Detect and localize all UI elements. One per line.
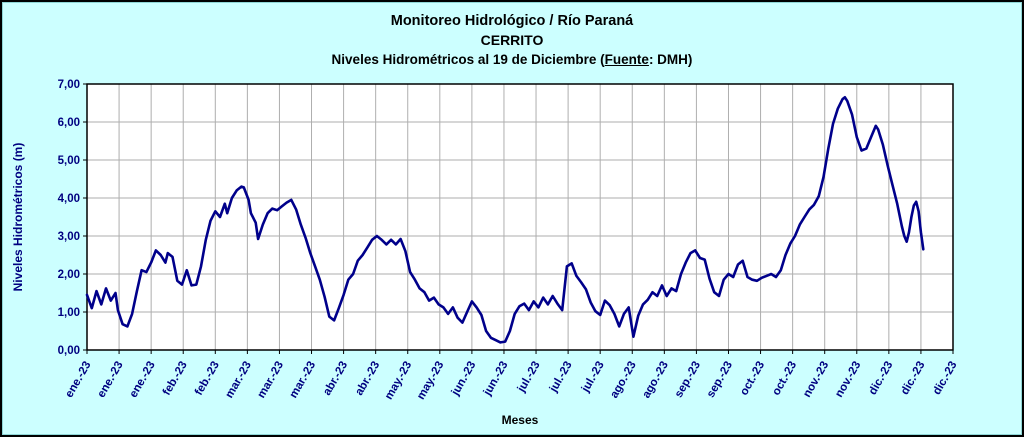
svg-text:jul.-23: jul.-23 [547,360,575,396]
svg-text:3,00: 3,00 [58,231,80,243]
svg-text:ago.-23: ago.-23 [640,360,671,401]
plot-border [86,83,954,351]
svg-text:jul.-23: jul.-23 [579,360,607,396]
svg-text:ene.-23: ene.-23 [63,360,93,400]
x-axis-title: Meses [502,413,539,427]
chart-title: Monitoreo Hidrológico / Río Paraná [390,13,634,29]
plot-background [87,84,953,350]
svg-text:abr.-23: abr.-23 [353,360,382,398]
chart-subtitle-levels: Niveles Hidrométricos al 19 de Diciembre… [2,50,1022,69]
subtitle-fuente-underlined: Fuente [604,52,649,67]
svg-text:oct.-23: oct.-23 [738,360,767,398]
line-chart-area: 0,00 1,00 2,00 3,00 4,00 5,00 6,00 7,00 ene.-23 e… [7,74,1019,434]
svg-text:ene.-23: ene.-23 [95,360,125,400]
svg-text:sep.-23: sep.-23 [673,360,703,400]
svg-text:jul.-23: jul.-23 [515,360,543,396]
svg-text:feb.-23: feb.-23 [193,360,222,398]
svg-text:ago.-23: ago.-23 [608,360,639,401]
svg-text:mar.-23: mar.-23 [256,360,287,401]
y-axis-title: Niveles Hidrométricos (m) [11,143,25,292]
svg-text:dic.-23: dic.-23 [899,360,928,398]
svg-text:jun.-23: jun.-23 [481,360,510,399]
svg-text:0,00: 0,00 [58,345,80,357]
svg-text:1,00: 1,00 [58,307,80,319]
x-axis-labels: ene.-23 ene.-23 ene.-23 feb.-23 feb.-23 mar.-… [63,360,959,402]
svg-text:7,00: 7,00 [58,79,80,91]
svg-text:6,00: 6,00 [58,117,80,129]
svg-text:abr.-23: abr.-23 [321,360,350,398]
svg-text:ene.-23: ene.-23 [128,360,158,400]
svg-text:2,00: 2,00 [58,269,80,281]
svg-text:oct.-23: oct.-23 [770,360,799,398]
chart-subtitle-station: CERRITO [480,32,544,48]
svg-text:sep.-23: sep.-23 [705,360,735,400]
svg-text:jun.-23: jun.-23 [449,360,478,399]
series-nivel-line [85,95,925,344]
svg-text:mar.-23: mar.-23 [223,360,254,401]
svg-text:feb.-23: feb.-23 [161,360,190,398]
svg-text:4,00: 4,00 [58,193,80,205]
svg-text:nov.-23: nov.-23 [833,360,863,400]
svg-text:may.-23: may.-23 [415,360,446,402]
subtitle-suffix: : DMH) [648,52,693,67]
y-axis-labels: 0,00 1,00 2,00 3,00 4,00 5,00 6,00 7,00 [58,79,80,357]
svg-text:mar.-23: mar.-23 [288,360,319,401]
svg-text:may.-23: may.-23 [383,360,414,402]
svg-text:nov.-23: nov.-23 [801,360,831,400]
gridlines [87,84,953,350]
svg-text:dic.-23: dic.-23 [867,360,896,398]
subtitle-prefix: Niveles Hidrométricos al 19 de Diciembre… [331,52,605,67]
svg-text:5,00: 5,00 [58,155,80,167]
chart-title-block: Monitoreo Hidrológico / Río Paraná CERRI… [2,2,1022,69]
svg-text:dic.-23: dic.-23 [931,360,960,398]
